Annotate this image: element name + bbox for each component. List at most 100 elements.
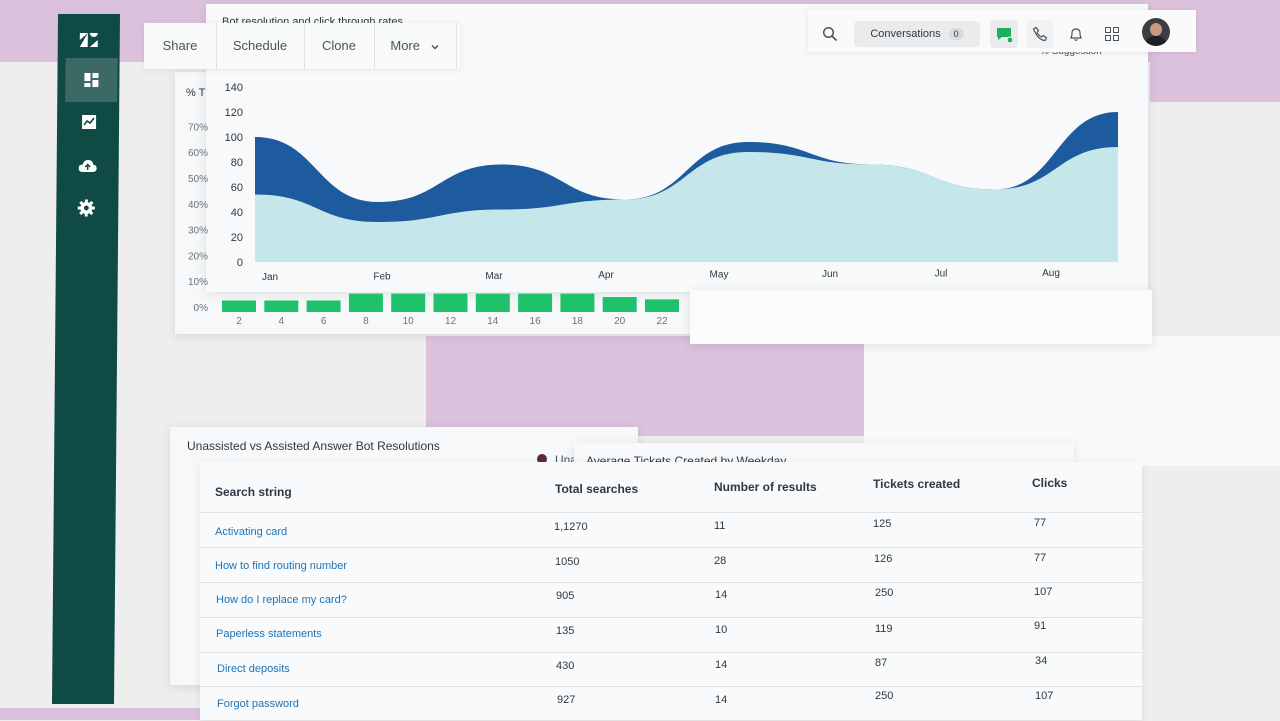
bar [475, 293, 510, 312]
schedule-button[interactable]: Schedule [216, 23, 305, 69]
y-tick-label: 20% [188, 251, 208, 262]
conversations-label: Conversations [870, 28, 941, 40]
background-pink-top-right [1150, 60, 1280, 102]
table-row: Forgot password 927 14 250 107 [200, 686, 1142, 721]
search-string-link[interactable]: Forgot password [217, 698, 299, 710]
search-icon[interactable] [816, 20, 844, 48]
bar [348, 293, 383, 312]
x-tick-label: 18 [572, 316, 584, 327]
x-tick-label: 6 [321, 316, 327, 327]
x-tick-label: Jul [935, 268, 948, 279]
bar [264, 300, 299, 312]
legend-dot [537, 454, 547, 464]
y-tick-label: 10% [188, 277, 208, 288]
clicks-cell: 77 [1034, 517, 1047, 529]
zendesk-logo-icon[interactable] [68, 20, 110, 60]
number-of-results-cell: 11 [714, 520, 726, 532]
y-tick-label: 0% [194, 303, 209, 314]
x-tick-label: Aug [1042, 268, 1060, 279]
clicks-cell: 91 [1034, 620, 1047, 632]
x-tick-label: 20 [614, 316, 626, 327]
share-button[interactable]: Share [144, 23, 217, 69]
clone-button[interactable]: Clone [304, 23, 375, 69]
trend-chart-icon[interactable] [63, 100, 115, 144]
search-string-link[interactable]: Direct deposits [217, 663, 290, 675]
x-tick-label: Jan [262, 272, 278, 283]
y-tick-label: 40 [231, 207, 243, 219]
table-row: How do I replace my card? 905 14 250 107 [200, 582, 1142, 617]
y-tick-label: 80 [231, 157, 243, 169]
search-strings-table: Search string Total searches Number of r… [200, 462, 1142, 720]
bar [602, 297, 637, 312]
y-tick-label: 30% [188, 226, 208, 237]
x-tick-label: 2 [236, 316, 242, 327]
chat-icon[interactable] [990, 20, 1018, 48]
bar [560, 293, 595, 312]
y-tick-label: 120 [225, 107, 243, 119]
bar [306, 300, 341, 312]
search-string-link[interactable]: Paperless statements [216, 628, 322, 640]
x-tick-label: 10 [403, 316, 415, 327]
search-string-link[interactable]: Activating card [215, 526, 288, 538]
bell-icon[interactable] [1062, 20, 1090, 48]
x-tick-label: 4 [279, 316, 285, 327]
table-row: Direct deposits 430 14 87 34 [200, 652, 1142, 687]
conversations-count: 0 [948, 28, 964, 40]
y-tick-label: 140 [225, 82, 243, 94]
x-tick-label: 12 [445, 316, 457, 327]
tickets-created-cell: 250 [875, 587, 894, 599]
y-tick-label: 60% [188, 148, 208, 159]
conversations-button[interactable]: Conversations 0 [854, 21, 980, 47]
clicks-cell: 77 [1034, 552, 1047, 564]
x-tick-label: 8 [363, 316, 369, 327]
x-tick-label: Jun [822, 269, 838, 280]
phone-icon[interactable] [1026, 20, 1054, 48]
number-of-results-cell: 14 [715, 659, 728, 671]
header-tickets-created[interactable]: Tickets created [873, 477, 961, 491]
apps-grid-icon[interactable] [1098, 20, 1126, 48]
tickets-created-cell: 87 [875, 657, 888, 669]
search-string-link[interactable]: How to find routing number [215, 560, 348, 572]
table-row: How to find routing number 1050 28 126 7… [200, 547, 1142, 582]
y-tick-label: 20 [231, 232, 243, 244]
y-tick-label: 40% [188, 200, 208, 211]
more-button[interactable]: More [374, 23, 457, 69]
x-tick-label: May [710, 270, 729, 281]
sidebar [51, 14, 121, 704]
avatar[interactable] [1142, 18, 1170, 46]
header-search-string[interactable]: Search string [215, 485, 292, 499]
tickets-created-cell: 125 [873, 518, 892, 530]
y-tick-label: 50% [188, 174, 208, 185]
bar [433, 293, 468, 312]
table-row: Paperless statements 135 10 119 91 [200, 617, 1142, 652]
bar [518, 293, 553, 312]
total-searches-cell: 927 [557, 694, 576, 706]
number-of-results-cell: 10 [715, 624, 728, 636]
area-series-2 [255, 147, 1118, 262]
right-blank-panel [690, 290, 1152, 344]
gear-icon[interactable] [60, 186, 112, 230]
number-of-results-cell: 14 [715, 589, 728, 601]
header-total-searches[interactable]: Total searches [555, 482, 639, 496]
number-of-results-cell: 14 [715, 694, 728, 706]
bar [391, 293, 426, 312]
tickets-created-cell: 119 [875, 623, 893, 635]
tickets-created-cell: 250 [875, 690, 894, 702]
header-clicks[interactable]: Clicks [1032, 476, 1068, 490]
more-label: More [390, 38, 420, 53]
total-searches-cell: 430 [556, 660, 575, 672]
search-string-link[interactable]: How do I replace my card? [216, 594, 347, 606]
y-tick-label: 0 [237, 257, 243, 269]
x-tick-label: 22 [656, 316, 668, 327]
x-tick-label: 16 [530, 316, 542, 327]
cloud-upload-icon[interactable] [61, 144, 113, 188]
header-number-of-results[interactable]: Number of results [714, 480, 817, 494]
total-searches-cell: 1,1270 [554, 521, 588, 533]
dashboard-icon[interactable] [65, 58, 118, 102]
total-searches-cell: 1050 [555, 556, 580, 568]
clicks-cell: 107 [1035, 690, 1054, 702]
x-tick-label: Feb [373, 271, 391, 282]
number-of-results-cell: 28 [714, 555, 727, 567]
